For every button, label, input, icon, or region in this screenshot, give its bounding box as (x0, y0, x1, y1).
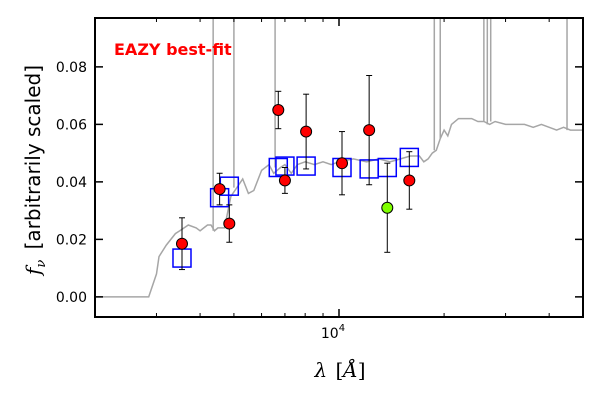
observed-flux-point (300, 93, 313, 170)
sed-model-line (95, 117, 583, 298)
x-tick-labels: 104 (321, 323, 345, 342)
fit-annotation: EAZY best-fit (114, 40, 232, 59)
y-axis-title: fν [arbitrarily scaled] (21, 65, 50, 277)
x-axis-unit: Å (341, 357, 357, 382)
observed-flux-point (363, 75, 376, 186)
x-tick-label: 104 (321, 323, 345, 342)
observed-flux-point (336, 131, 349, 196)
observed-flux-point (213, 172, 226, 206)
x-axis-unit-close: ] (358, 358, 366, 382)
y-tick-labels: 0.00 0.02 0.04 0.06 0.08 (56, 60, 87, 306)
observed-flux-point (381, 162, 394, 253)
observed-flux-point (403, 151, 416, 210)
observed-flux-point (272, 90, 285, 130)
y-tick-label: 0.00 (56, 290, 87, 306)
axis-ticks (95, 18, 583, 317)
observed-flux-point (223, 204, 236, 243)
y-tick-label: 0.02 (56, 232, 87, 248)
x-axis-title: λ [Å] (313, 357, 365, 382)
y-tick-label: 0.04 (56, 175, 87, 191)
observed-flux-point (278, 167, 291, 194)
y-axis-subscript: ν (34, 260, 49, 268)
y-tick-label: 0.06 (56, 117, 87, 133)
y-tick-label: 0.08 (56, 60, 87, 76)
observed-flux-point (175, 217, 188, 271)
y-axis-unit: [arbitrarily scaled] (21, 65, 45, 249)
x-axis-unit-open: [ (335, 358, 343, 382)
x-axis-symbol: λ (313, 358, 327, 382)
plot-area (95, 18, 583, 298)
